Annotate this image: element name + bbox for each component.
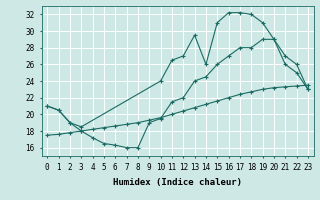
X-axis label: Humidex (Indice chaleur): Humidex (Indice chaleur) (113, 178, 242, 186)
